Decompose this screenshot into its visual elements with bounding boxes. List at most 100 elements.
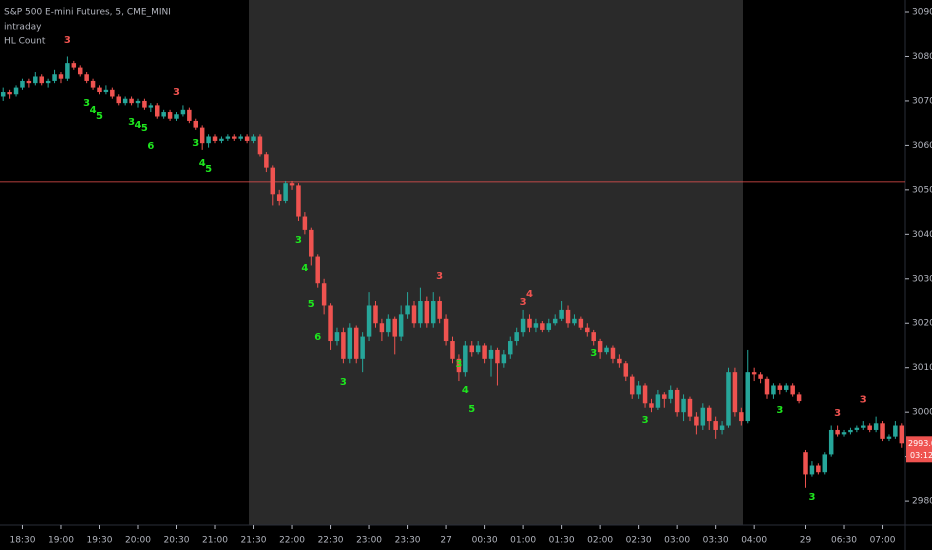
candle-body bbox=[283, 183, 288, 201]
count-label: 3 bbox=[128, 117, 135, 128]
candle-body bbox=[0, 92, 6, 97]
candle-body bbox=[347, 327, 353, 359]
x-tick-label: 22:30 bbox=[318, 536, 344, 546]
candle-body bbox=[103, 89, 109, 93]
candle-body bbox=[488, 349, 494, 359]
candle-body bbox=[771, 385, 776, 395]
candle-body bbox=[816, 465, 821, 473]
count-label: 4 bbox=[199, 158, 206, 169]
candle-body bbox=[585, 327, 590, 333]
candle-body bbox=[893, 425, 898, 437]
count-label: 6 bbox=[147, 141, 154, 152]
candle-body bbox=[835, 429, 840, 435]
session-shade bbox=[249, 0, 743, 525]
candle-body bbox=[97, 87, 102, 93]
candle-body bbox=[565, 309, 571, 324]
x-tick-label: 23:00 bbox=[356, 536, 382, 546]
candle-body bbox=[546, 323, 552, 330]
candle-body bbox=[84, 74, 89, 81]
candle-body bbox=[77, 67, 83, 75]
candle-body bbox=[745, 372, 750, 422]
count-label: 4 bbox=[301, 263, 308, 274]
countdown-label: 03:12 bbox=[910, 451, 932, 460]
candle-body bbox=[71, 63, 77, 68]
count-label: 3 bbox=[173, 87, 180, 98]
candle-body bbox=[681, 398, 686, 413]
candle-body bbox=[302, 216, 308, 230]
candle-body bbox=[257, 136, 263, 155]
candle-body bbox=[276, 194, 282, 201]
candle-body bbox=[886, 436, 892, 439]
candle-body bbox=[45, 80, 51, 84]
candle-body bbox=[540, 323, 545, 330]
candle-body bbox=[392, 318, 397, 337]
candle-body bbox=[52, 74, 57, 81]
x-tick-label: 20:30 bbox=[164, 536, 190, 546]
candle-body bbox=[212, 136, 218, 141]
x-tick-label: 03:30 bbox=[703, 536, 729, 546]
count-label: 3 bbox=[192, 138, 199, 149]
candle-body bbox=[244, 136, 250, 141]
y-tick-label: 3080.00 bbox=[912, 52, 932, 62]
candle-body bbox=[809, 465, 815, 475]
y-tick-label: 3050.00 bbox=[912, 185, 932, 195]
candle-body bbox=[803, 452, 808, 475]
candle-body bbox=[238, 136, 243, 139]
count-label: 3 bbox=[295, 235, 302, 246]
count-label: 3 bbox=[340, 377, 347, 388]
candle-body bbox=[687, 398, 693, 417]
x-tick-label: 02:00 bbox=[587, 536, 613, 546]
candle-body bbox=[328, 305, 333, 342]
candle-body bbox=[193, 120, 199, 128]
candle-body bbox=[784, 385, 789, 390]
candle-body bbox=[700, 407, 706, 426]
candle-body bbox=[296, 185, 301, 217]
candle-body bbox=[430, 301, 436, 324]
count-label: 3 bbox=[455, 359, 462, 370]
candle-body bbox=[418, 301, 423, 324]
y-tick-label: 3090.00 bbox=[912, 8, 932, 18]
candle-body bbox=[495, 349, 500, 364]
candle-body bbox=[880, 423, 885, 439]
x-tick-label: 21:00 bbox=[202, 536, 228, 546]
candle-body bbox=[841, 432, 847, 435]
count-label: 4 bbox=[462, 385, 469, 396]
candle-body bbox=[199, 127, 205, 144]
candle-body bbox=[642, 385, 648, 404]
candle-body bbox=[161, 112, 166, 117]
candle-body bbox=[463, 345, 468, 373]
candle-body bbox=[174, 114, 179, 119]
candle-body bbox=[450, 341, 455, 359]
x-tick-label: 06:30 bbox=[831, 536, 857, 546]
y-tick-label: 3010.00 bbox=[912, 363, 932, 373]
candle-body bbox=[251, 136, 256, 141]
count-label: 5 bbox=[468, 404, 475, 415]
x-tick-label: 29 bbox=[800, 536, 812, 546]
candle-body bbox=[861, 425, 866, 428]
last-price-label: 2993.00 bbox=[908, 439, 932, 448]
count-label: 3 bbox=[590, 348, 597, 359]
candle-body bbox=[469, 345, 475, 353]
count-label: 3 bbox=[64, 35, 71, 46]
x-tick-label: 19:00 bbox=[48, 536, 74, 546]
candle-body bbox=[796, 394, 802, 402]
candle-body bbox=[206, 136, 211, 144]
x-tick-label: 27 bbox=[440, 536, 451, 546]
candle-body bbox=[379, 323, 385, 333]
y-tick-label: 3060.00 bbox=[912, 141, 932, 151]
candle-body bbox=[398, 314, 404, 337]
count-label: 3 bbox=[808, 492, 815, 503]
candle-body bbox=[668, 389, 673, 399]
candle-body bbox=[623, 363, 629, 377]
candle-body bbox=[424, 301, 430, 324]
candle-body bbox=[456, 358, 462, 373]
candle-body bbox=[7, 92, 12, 95]
candle-body bbox=[649, 403, 654, 408]
candle-body bbox=[508, 341, 513, 355]
candle-body bbox=[514, 332, 519, 342]
candle-body bbox=[129, 98, 134, 104]
x-tick-label: 03:00 bbox=[664, 536, 690, 546]
candle-body bbox=[899, 425, 905, 444]
candle-body bbox=[482, 345, 487, 359]
